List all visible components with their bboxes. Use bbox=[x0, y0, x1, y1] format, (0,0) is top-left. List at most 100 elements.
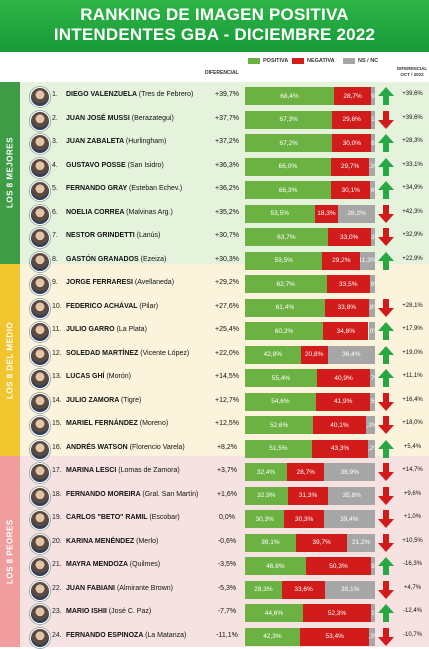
stacked-bar: 30,3%30,3%39,4% bbox=[245, 510, 375, 528]
table-row: 2.JUAN JOSÉ MUSSI (Berazategui)+37,7%67,… bbox=[0, 108, 429, 133]
arrow-up-icon bbox=[377, 251, 395, 271]
diferencial-value: -3,5% bbox=[212, 561, 242, 568]
bar-negative: 28,7% bbox=[334, 87, 371, 105]
stacked-bar: 28,3%33,6%38,1% bbox=[245, 581, 375, 599]
diferencial-value: +27,6% bbox=[212, 303, 242, 310]
table-row: 1.DIEGO VALENZUELA (Tres de Febrero)+39,… bbox=[0, 84, 429, 109]
avatar bbox=[30, 440, 50, 460]
bar-positive: 30,3% bbox=[245, 510, 284, 528]
table-row: 6.NOELIA CORREA (Malvinas Arg.)+35,2%53,… bbox=[0, 202, 429, 227]
municipality-name: (Lanús) bbox=[137, 232, 161, 239]
diferencial-value: +36,3% bbox=[212, 162, 242, 169]
stacked-bar: 32,4%28,7%38,9% bbox=[245, 463, 375, 481]
diferencial-oct-value: +16,4% bbox=[396, 397, 429, 403]
bar-nsnc: 3,8% bbox=[370, 275, 375, 293]
mayor-name-text: JULIO ZAMORA bbox=[66, 397, 121, 404]
rank-number: 23. bbox=[52, 608, 62, 615]
rank-number: 16. bbox=[52, 444, 62, 451]
bar-nsnc: 38,9% bbox=[324, 463, 375, 481]
mayor-name-text: DIEGO VALENZUELA bbox=[66, 91, 139, 98]
diferencial-oct-value: +19,0% bbox=[396, 350, 429, 356]
stacked-bar: 60,2%34,8%5,0% bbox=[245, 322, 375, 340]
bar-positive: 66,0% bbox=[245, 158, 331, 176]
bar-positive: 61,4% bbox=[245, 299, 325, 317]
diferencial-oct-value: +22,9% bbox=[396, 256, 429, 262]
legend-nsnc: NS / NC bbox=[343, 58, 378, 64]
avatar bbox=[30, 252, 50, 272]
rank-number: 19. bbox=[52, 514, 62, 521]
diferencial-value: +1,6% bbox=[212, 491, 242, 498]
arrow-up-icon bbox=[377, 345, 395, 365]
avatar bbox=[30, 463, 50, 483]
diferencial-oct-value: +32,9% bbox=[396, 232, 429, 238]
municipality-name: (Ezeiza) bbox=[141, 256, 167, 263]
stacked-bar: 42,3%53,4%4,3% bbox=[245, 628, 375, 646]
table-row: 15.MARIEL FERNÁNDEZ (Moreno)+12,5%52,6%4… bbox=[0, 413, 429, 438]
mayor-name-text: JUAN JOSÉ MUSSI bbox=[66, 115, 132, 122]
arrow-up-icon bbox=[377, 86, 395, 106]
mayor-name: MARIO ISHII (José C. Paz) bbox=[66, 608, 151, 615]
mayor-name: MARINA LESCI (Lomas de Zamora) bbox=[66, 467, 180, 474]
bar-nsnc: 2,9% bbox=[371, 87, 375, 105]
diferencial-oct-value: +17,9% bbox=[396, 326, 429, 332]
avatar bbox=[30, 416, 50, 436]
diferencial-oct-value: +39,6% bbox=[396, 91, 429, 97]
table-row: 11.JULIO GARRO (La Plata)+25,4%60,2%34,8… bbox=[0, 319, 429, 344]
table-row: 13.LUCAS GHÍ (Morón)+14,5%55,4%40,9%3,7%… bbox=[0, 366, 429, 391]
mayor-name-text: JULIO GARRO bbox=[66, 326, 117, 333]
bar-positive: 68,4% bbox=[245, 87, 334, 105]
table-row: 16.ANDRÉS WATSON (Florencio Varela)+8,2%… bbox=[0, 437, 429, 462]
mayor-name-text: MAYRA MENDOZA bbox=[66, 561, 130, 568]
table-row: 7.NESTOR GRINDETTI (Lanús)+30,7%63,7%33,… bbox=[0, 225, 429, 250]
bar-nsnc: 3,1% bbox=[371, 111, 375, 129]
bar-negative: 20,8% bbox=[301, 346, 328, 364]
diferencial-oct-value: -16,3% bbox=[396, 561, 429, 567]
bar-negative: 33,5% bbox=[327, 275, 371, 293]
bar-negative: 33,8% bbox=[325, 299, 369, 317]
stacked-bar: 46,8%50,3%2,9% bbox=[245, 557, 375, 575]
stacked-bar: 52,6%40,1%7,3% bbox=[245, 416, 375, 434]
municipality-name: (Morón) bbox=[106, 373, 131, 380]
arrow-down-icon bbox=[377, 204, 395, 224]
mayor-name: MARIEL FERNÁNDEZ (Moreno) bbox=[66, 420, 168, 427]
arrow-up-icon bbox=[377, 368, 395, 388]
rank-number: 15. bbox=[52, 420, 62, 427]
bar-negative: 31,3% bbox=[288, 487, 329, 505]
diferencial-oct-value: +39,6% bbox=[396, 115, 429, 121]
chart-title-line1: RANKING DE IMAGEN POSITIVA bbox=[0, 0, 429, 25]
rank-number: 11. bbox=[52, 326, 61, 333]
avatar bbox=[30, 275, 50, 295]
mayor-name: FERNANDO MOREIRA (Gral. San Martín) bbox=[66, 491, 198, 498]
avatar bbox=[30, 604, 50, 624]
stacked-bar: 59,5%29,2%11,3% bbox=[245, 252, 375, 270]
diferencial-value: -5,3% bbox=[212, 585, 242, 592]
arrow-down-icon bbox=[377, 486, 395, 506]
mayor-name-text: MARINA LESCI bbox=[66, 467, 118, 474]
diferencial-oct-value: -12,4% bbox=[396, 608, 429, 614]
avatar bbox=[30, 534, 50, 554]
arrow-down-icon bbox=[377, 227, 395, 247]
avatar bbox=[30, 322, 50, 342]
bar-nsnc: 2,8% bbox=[371, 134, 375, 152]
municipality-name: (Lomas de Zamora) bbox=[118, 467, 179, 474]
chart-header: RANKING DE IMAGEN POSITIVA INTENDENTES G… bbox=[0, 0, 429, 52]
arrow-up-icon bbox=[377, 133, 395, 153]
mayor-name-text: JUAN FABIANI bbox=[66, 585, 117, 592]
rank-number: 10. bbox=[52, 303, 62, 310]
stacked-bar: 61,4%33,8%4,8% bbox=[245, 299, 375, 317]
mayor-name-text: SOLEDAD MARTÍNEZ bbox=[66, 350, 140, 357]
table-row: 19.CARLOS "BETO" RAMIL (Escobar)0,0%30,3… bbox=[0, 507, 429, 532]
mayor-name: CARLOS "BETO" RAMIL (Escobar) bbox=[66, 514, 180, 521]
municipality-name: (La Matanza) bbox=[145, 632, 186, 639]
stacked-bar: 39,1%39,7%21,2% bbox=[245, 534, 375, 552]
rank-number: 5. bbox=[52, 185, 58, 192]
legend-negative-swatch bbox=[292, 58, 304, 64]
bar-nsnc: 7,3% bbox=[366, 416, 375, 434]
bar-nsnc: 3,6% bbox=[370, 181, 375, 199]
bar-negative: 34,8% bbox=[323, 322, 368, 340]
arrow-up-icon bbox=[377, 157, 395, 177]
diferencial-value: +37,2% bbox=[212, 138, 242, 145]
mayor-name: ANDRÉS WATSON (Florencio Varela) bbox=[66, 444, 185, 451]
mayor-name: NOELIA CORREA (Malvinas Arg.) bbox=[66, 209, 173, 216]
table-row: 9.JORGE FERRARESI (Avellaneda)+29,2%62,7… bbox=[0, 272, 429, 297]
